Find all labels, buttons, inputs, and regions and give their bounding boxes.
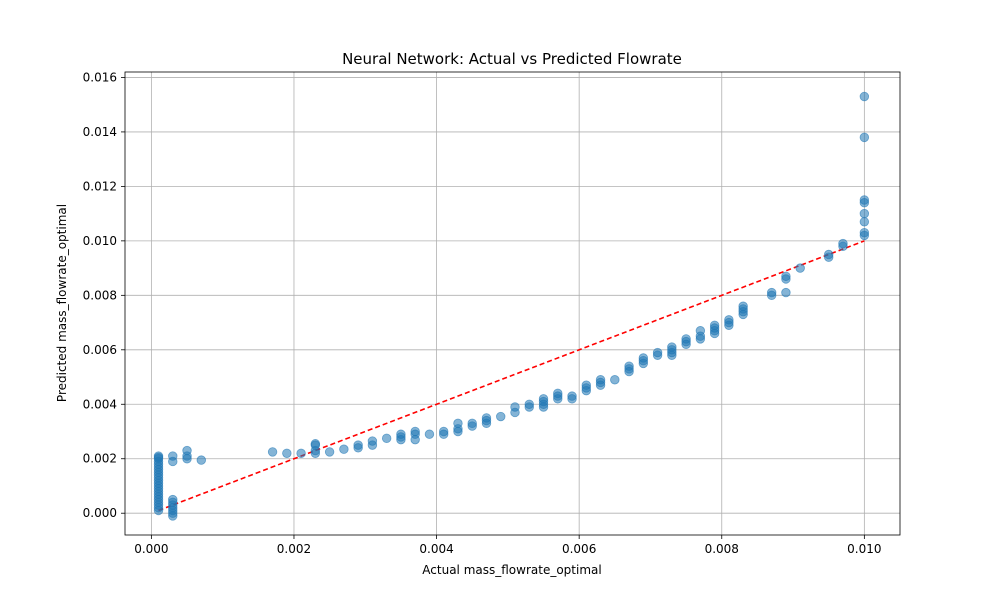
data-points [153, 91, 870, 521]
data-point [681, 339, 691, 350]
x-tick-label: 0.008 [705, 542, 739, 556]
data-point [795, 263, 805, 273]
reference-line [158, 240, 865, 512]
grid-lines [125, 72, 900, 535]
data-point [353, 443, 363, 453]
data-point [168, 456, 178, 467]
data-point [196, 455, 206, 465]
y-axis-ticks: 0.000 0.002 0.004 0.006 0.008 0.010 0.012 0.014… [83, 70, 125, 520]
plot-frame [124, 71, 901, 536]
data-point [781, 287, 791, 298]
data-point [339, 444, 349, 454]
y-tick-label: 0.012 [83, 179, 117, 193]
data-point [453, 426, 463, 437]
data-point [496, 411, 506, 422]
data-point [859, 208, 870, 219]
reference-line-group [158, 240, 865, 512]
data-point [481, 418, 492, 429]
data-point [781, 274, 791, 284]
y-tick-label: 0.014 [83, 125, 117, 139]
chart-title: Neural Network: Actual vs Predicted Flow… [342, 50, 682, 68]
y-axis-label: Predicted mass_flowrate_optimal [55, 204, 69, 402]
data-point [667, 350, 677, 360]
y-tick-label: 0.010 [83, 234, 117, 248]
data-point [652, 350, 663, 360]
data-point [367, 440, 378, 450]
data-point [624, 366, 634, 377]
data-point [709, 328, 720, 339]
data-point [824, 252, 834, 262]
data-point [310, 448, 321, 458]
data-point [738, 309, 748, 320]
data-point [859, 217, 870, 227]
data-point [410, 434, 420, 445]
x-tick-label: 0.004 [419, 542, 453, 556]
data-point [168, 511, 178, 521]
data-point [538, 402, 549, 412]
x-tick-label: 0.002 [277, 542, 311, 556]
data-point [396, 434, 406, 445]
data-point [296, 448, 306, 458]
data-point [567, 394, 577, 404]
x-axis-ticks: 0.000 0.002 0.004 0.006 0.008 0.010 [134, 535, 882, 556]
data-point [695, 334, 706, 344]
x-tick-label: 0.000 [134, 542, 168, 556]
x-tick-label: 0.010 [847, 542, 881, 556]
y-tick-label: 0.002 [83, 452, 117, 466]
data-point [510, 407, 520, 418]
data-point [859, 132, 870, 143]
data-point [581, 385, 591, 396]
data-point [859, 198, 870, 208]
y-tick-label: 0.004 [83, 397, 117, 411]
data-point [595, 380, 606, 390]
data-point [859, 91, 870, 102]
data-point [838, 241, 848, 252]
data-point [182, 454, 192, 464]
data-point [610, 375, 620, 385]
data-point [153, 505, 164, 516]
data-point [724, 320, 734, 330]
y-tick-label: 0.008 [83, 288, 117, 302]
x-axis-label: Actual mass_flowrate_optimal [422, 563, 601, 577]
data-point [438, 429, 449, 439]
data-point [524, 402, 534, 412]
data-point [282, 448, 292, 458]
y-tick-label: 0.006 [83, 343, 117, 357]
data-point [324, 447, 335, 457]
x-tick-label: 0.006 [562, 542, 596, 556]
data-point [381, 433, 392, 444]
data-point [424, 429, 435, 439]
y-tick-label: 0.016 [83, 70, 117, 84]
data-point [267, 447, 278, 457]
data-point [859, 230, 870, 241]
data-point [766, 290, 777, 301]
data-point [638, 358, 649, 369]
data-point [467, 421, 477, 431]
y-tick-label: 0.000 [83, 506, 117, 520]
data-point [553, 394, 563, 404]
